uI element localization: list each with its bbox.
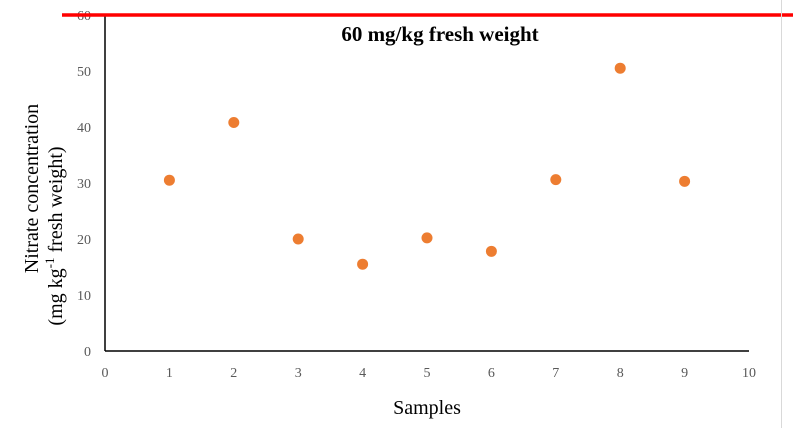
y-tick-label: 30 xyxy=(77,177,91,192)
x-tick-label: 4 xyxy=(359,366,366,381)
y-tick-label: 50 xyxy=(77,65,91,80)
x-axis-label: Samples xyxy=(393,397,461,419)
x-tick-label: 5 xyxy=(424,366,431,381)
y-tick-label: 10 xyxy=(77,289,91,304)
x-tick-label: 6 xyxy=(488,366,495,381)
data-point xyxy=(421,232,433,244)
y-axis-label-superscript: -1 xyxy=(42,258,57,269)
data-point xyxy=(163,174,175,186)
reference-line-label: 60 mg/kg fresh weight xyxy=(341,22,538,46)
data-point xyxy=(292,233,304,245)
y-tick-label: 40 xyxy=(77,121,91,136)
data-point xyxy=(614,62,626,74)
x-tick-label: 0 xyxy=(102,366,109,381)
x-tick-label: 9 xyxy=(681,366,688,381)
y-axis-label: Nitrate concentration (mg kg-1 fresh wei… xyxy=(21,99,67,326)
data-point xyxy=(357,258,369,270)
x-tick-label: 3 xyxy=(295,366,302,381)
x-tick-label: 2 xyxy=(230,366,237,381)
x-tick-label: 7 xyxy=(552,366,559,381)
x-tick-label: 10 xyxy=(742,366,756,381)
x-tick-label: 1 xyxy=(166,366,173,381)
y-tick-label: 20 xyxy=(77,233,91,248)
y-axis-label-line1: Nitrate concentration xyxy=(21,104,43,273)
panel-border xyxy=(781,0,782,428)
y-tick-label: 0 xyxy=(84,345,91,360)
data-point xyxy=(485,245,497,257)
y-axis-label-line2: (mg kg xyxy=(45,268,67,325)
data-point xyxy=(228,117,240,129)
data-point xyxy=(550,174,562,186)
data-point xyxy=(679,175,691,187)
y-axis-label-line2-end: fresh weight) xyxy=(45,146,67,257)
x-tick-label: 8 xyxy=(617,366,624,381)
